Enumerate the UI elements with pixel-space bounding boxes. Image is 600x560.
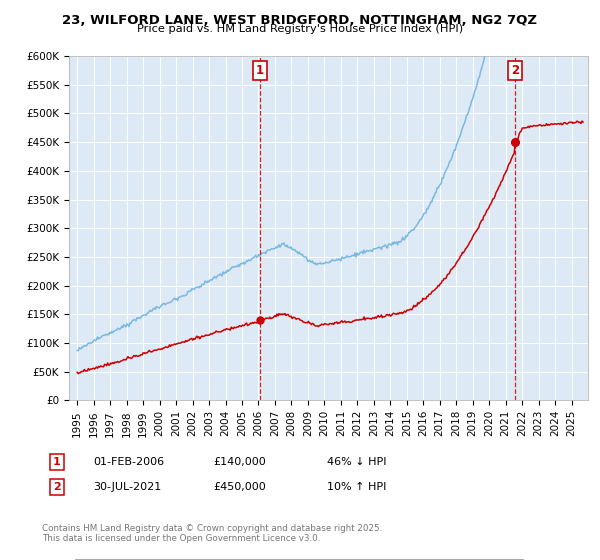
Text: £450,000: £450,000 (213, 482, 266, 492)
Text: Price paid vs. HM Land Registry's House Price Index (HPI): Price paid vs. HM Land Registry's House … (137, 24, 463, 34)
Text: £140,000: £140,000 (213, 457, 266, 467)
Text: 1: 1 (256, 64, 264, 77)
Legend: 23, WILFORD LANE, WEST BRIDGFORD, NOTTINGHAM, NG2 7QZ (detached house), HPI: Ave: 23, WILFORD LANE, WEST BRIDGFORD, NOTTIN… (74, 559, 524, 560)
Text: 1: 1 (53, 457, 61, 467)
Text: 2: 2 (511, 64, 519, 77)
Text: 01-FEB-2006: 01-FEB-2006 (93, 457, 164, 467)
Text: 23, WILFORD LANE, WEST BRIDGFORD, NOTTINGHAM, NG2 7QZ: 23, WILFORD LANE, WEST BRIDGFORD, NOTTIN… (62, 14, 538, 27)
Text: Contains HM Land Registry data © Crown copyright and database right 2025.
This d: Contains HM Land Registry data © Crown c… (42, 524, 382, 543)
Text: 10% ↑ HPI: 10% ↑ HPI (327, 482, 386, 492)
Text: 46% ↓ HPI: 46% ↓ HPI (327, 457, 386, 467)
Text: 30-JUL-2021: 30-JUL-2021 (93, 482, 161, 492)
Text: 2: 2 (53, 482, 61, 492)
